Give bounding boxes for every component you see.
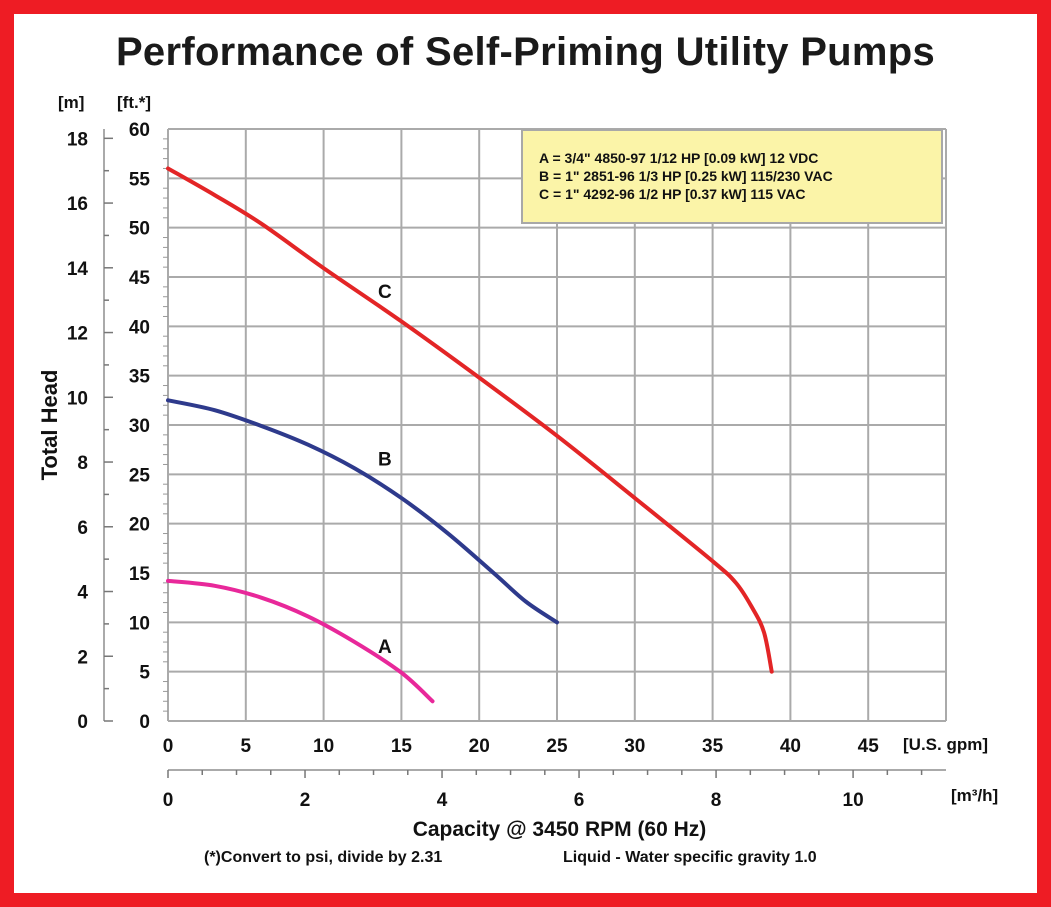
y-tick-label-ft: 15 — [129, 564, 151, 585]
series-line-c — [166, 166, 774, 674]
y-tick-label-m: 14 — [67, 259, 89, 280]
x-tick-label-gpm: 45 — [858, 736, 880, 757]
footnote-psi: (*)Convert to psi, divide by 2.31 — [204, 849, 443, 866]
x-tick-label-gpm: 35 — [702, 736, 724, 757]
x-tick-label-gpm: 5 — [241, 736, 252, 757]
y-tick-label-ft: 5 — [139, 663, 150, 684]
y-tick-label-ft: 60 — [129, 120, 150, 141]
series-label-c: C — [378, 282, 392, 303]
x-unit-gpm: [U.S. gpm] — [903, 735, 988, 754]
axes: 0510152025303540455055600246810121416180… — [67, 120, 946, 811]
y-tick-label-ft: 20 — [129, 515, 150, 536]
y-tick-label-ft: 55 — [129, 169, 151, 190]
y-tick-label-m: 6 — [77, 518, 88, 539]
y-tick-label-ft: 40 — [129, 317, 150, 338]
y-tick-label-ft: 30 — [129, 416, 150, 437]
y-tick-label-m: 4 — [77, 583, 88, 604]
series-lines — [166, 166, 774, 704]
y-tick-label-ft: 25 — [129, 465, 151, 486]
y-tick-label-ft: 10 — [129, 613, 150, 634]
y-tick-label-ft: 35 — [129, 367, 151, 388]
y-unit-m: [m] — [58, 93, 85, 112]
chart-title: Performance of Self-Priming Utility Pump… — [115, 30, 936, 74]
x-tick-label-gpm: 10 — [313, 736, 334, 757]
x-tick-label-gpm: 0 — [163, 736, 174, 757]
y-tick-label-m: 10 — [67, 388, 88, 409]
x-tick-label-m3h: 10 — [843, 790, 864, 811]
x-tick-label-m3h: 0 — [163, 790, 174, 811]
x-tick-label-m3h: 6 — [574, 790, 585, 811]
y-tick-label-m: 8 — [77, 453, 88, 474]
x-tick-label-m3h: 4 — [437, 790, 448, 811]
x-tick-label-gpm: 15 — [391, 736, 413, 757]
y-tick-label-m: 2 — [77, 647, 88, 668]
footnote-liquid: Liquid - Water specific gravity 1.0 — [563, 849, 817, 866]
series-label-a: A — [378, 637, 392, 658]
series-line-a — [166, 578, 435, 704]
y-tick-label-ft: 0 — [139, 712, 150, 733]
labels: A B C — [378, 282, 392, 658]
x-unit-m3h: [m³/h] — [951, 786, 999, 805]
x-axis-title: Capacity @ 3450 RPM (60 Hz) — [412, 818, 707, 841]
x-tick-label-gpm: 20 — [469, 736, 490, 757]
y-tick-label-m: 12 — [67, 324, 88, 345]
legend-entry-a: A = 3/4" 4850-97 1/12 HP [0.09 kW] 12 VD… — [539, 150, 819, 166]
x-tick-label-m3h: 8 — [711, 790, 722, 811]
y-tick-label-ft: 50 — [129, 219, 150, 240]
legend-entry-c: C = 1" 4292-96 1/2 HP [0.37 kW] 115 VAC — [539, 186, 806, 202]
x-tick-label-gpm: 40 — [780, 736, 801, 757]
x-tick-label-gpm: 30 — [624, 736, 645, 757]
x-tick-label-gpm: 25 — [546, 736, 568, 757]
series-label-b: B — [378, 450, 392, 471]
y-axis-title: Total Head — [37, 369, 62, 481]
y-tick-label-m: 16 — [67, 194, 88, 215]
legend-entry-b: B = 1" 2851-96 1/3 HP [0.25 kW] 115/230 … — [539, 168, 833, 184]
grid — [167, 128, 947, 722]
y-tick-label-m: 18 — [67, 129, 88, 150]
y-unit-ft: [ft.*] — [117, 93, 151, 112]
x-tick-label-m3h: 2 — [300, 790, 311, 811]
series-line-b — [166, 398, 559, 625]
legend: A = 3/4" 4850-97 1/12 HP [0.09 kW] 12 VD… — [521, 129, 943, 224]
y-tick-label-ft: 45 — [129, 268, 151, 289]
y-tick-label-m: 0 — [77, 712, 88, 733]
